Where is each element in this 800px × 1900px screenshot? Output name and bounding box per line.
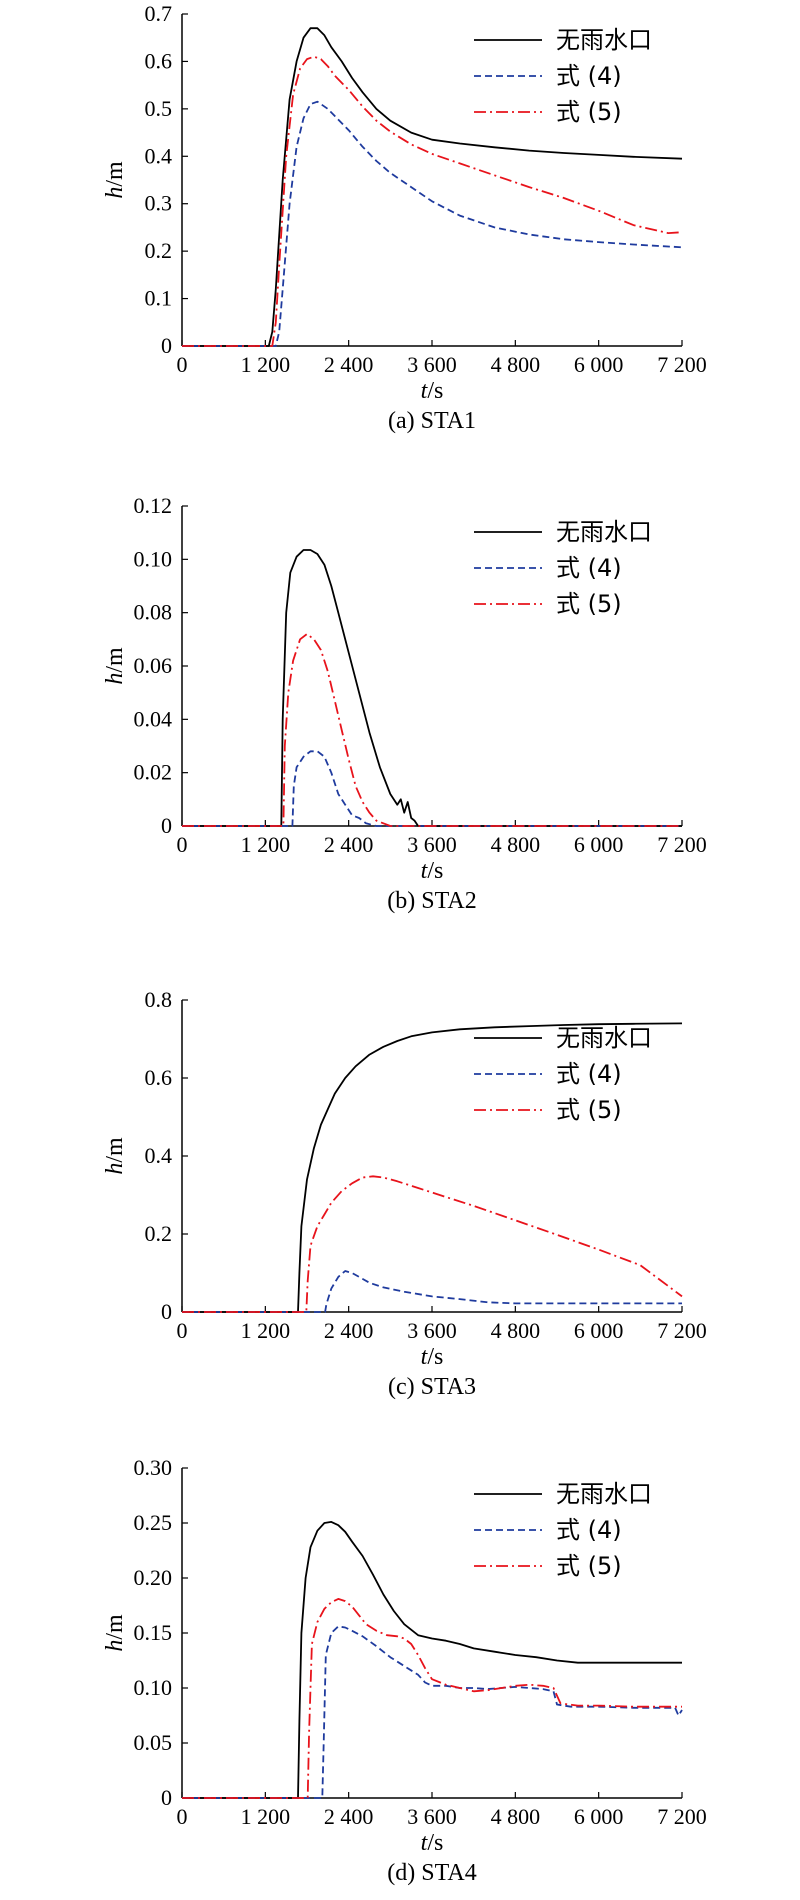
panel-1-legend-label-2: 式 (4) — [556, 62, 622, 90]
panel-1-y-tick-label: 0.2 — [145, 238, 173, 263]
panel-3-caption: (c) STA3 — [388, 1374, 476, 1400]
panel-1-y-tick-label: 0.6 — [145, 48, 173, 73]
panel-2-y-tick-label: 0.04 — [134, 706, 173, 731]
panel-3-x-tick-label: 6 000 — [574, 1318, 624, 1343]
panel-4-legend-label-2: 式 (4) — [556, 1516, 622, 1544]
panel-2-x-axis-label: t/s — [421, 858, 444, 884]
panel-3-x-tick-label: 2 400 — [324, 1318, 374, 1343]
panel-2-y-axis-label: h/m — [102, 647, 128, 685]
panel-3-y-tick-label: 0 — [161, 1299, 172, 1324]
panel-4-series-line-1 — [182, 1521, 682, 1799]
panel-1-legend-label-1: 无雨水口 — [556, 26, 652, 54]
panel-4-x-tick-label: 7 200 — [657, 1804, 707, 1829]
panel-1-series-line-3 — [182, 55, 683, 347]
panel-2-y-tick-label: 0.12 — [134, 493, 173, 518]
panel-3-x-tick-label: 3 600 — [407, 1318, 457, 1343]
panel-2-y-tick-label: 0.06 — [134, 653, 173, 678]
panel-1-y-tick-label: 0.1 — [145, 286, 173, 311]
panel-1-x-tick-label: 1 200 — [241, 352, 291, 377]
panel-3-legend-label-2: 式 (4) — [556, 1060, 622, 1088]
panel-2-y-tick-label: 0.08 — [134, 600, 173, 625]
panel-1-x-tick-label: 6 000 — [574, 352, 624, 377]
panel-4-y-axis-label: h/m — [102, 1614, 128, 1652]
panel-3-y-tick-label: 0.2 — [145, 1221, 173, 1246]
panel-2-x-tick-label: 1 200 — [241, 832, 291, 857]
panel-1-y-tick-label: 0.5 — [145, 96, 173, 121]
panel-3-series-line-1 — [182, 1022, 683, 1313]
panel-4-x-tick-label: 2 400 — [324, 1804, 374, 1829]
panel-1-x-tick-label: 0 — [177, 352, 188, 377]
panel-2-x-tick-label: 6 000 — [574, 832, 624, 857]
panel-3-y-axis-label: h/m — [102, 1137, 128, 1175]
panel-4-legend-label-1: 无雨水口 — [556, 1480, 652, 1508]
panel-3-x-tick-label: 4 800 — [491, 1318, 541, 1343]
panel-2-series-line-2 — [182, 750, 682, 827]
panel-4-series-line-2 — [182, 1625, 683, 1799]
panel-1-y-tick-label: 0 — [161, 333, 172, 358]
panel-1-caption: (a) STA1 — [388, 408, 476, 434]
panel-3-legend-label-1: 无雨水口 — [556, 1024, 652, 1052]
panel-2-x-tick-label: 4 800 — [491, 832, 541, 857]
panel-2-series-line-1 — [182, 549, 682, 827]
panel-4-y-tick-label: 0.15 — [134, 1620, 173, 1645]
panel-2-x-tick-label: 3 600 — [407, 832, 457, 857]
panel-4-y-tick-label: 0.25 — [134, 1510, 173, 1535]
panel-4-x-tick-label: 1 200 — [241, 1804, 291, 1829]
panel-3-x-tick-label: 1 200 — [241, 1318, 291, 1343]
panel-1-y-tick-label: 0.3 — [145, 191, 173, 216]
panel-2-x-tick-label: 2 400 — [324, 832, 374, 857]
panel-4-y-tick-label: 0.05 — [134, 1730, 173, 1755]
panel-2-y-tick-label: 0.10 — [134, 546, 173, 571]
panel-1-y-axis-label: h/m — [102, 161, 128, 199]
panel-4-series-line-3 — [182, 1598, 682, 1799]
panel-4-caption: (d) STA4 — [387, 1860, 476, 1886]
panel-4-x-axis-label: t/s — [421, 1830, 444, 1856]
panel-2-legend-label-2: 式 (4) — [556, 554, 622, 582]
panel-1-x-tick-label: 2 400 — [324, 352, 374, 377]
panel-3-x-tick-label: 7 200 — [657, 1318, 707, 1343]
panel-1-series-line-2 — [182, 100, 683, 347]
panel-2-legend-label-1: 无雨水口 — [556, 518, 652, 546]
panel-3-y-tick-label: 0.8 — [145, 987, 173, 1012]
panel-2-caption: (b) STA2 — [387, 888, 476, 914]
panel-4-x-tick-label: 0 — [177, 1804, 188, 1829]
panel-3-legend-label-3: 式 (5) — [556, 1096, 622, 1124]
panel-3-series-line-2 — [182, 1270, 682, 1313]
panel-2-x-tick-label: 7 200 — [657, 832, 707, 857]
panel-1-x-tick-label: 3 600 — [407, 352, 457, 377]
panel-2-y-tick-label: 0.02 — [134, 760, 173, 785]
panel-1-x-tick-label: 7 200 — [657, 352, 707, 377]
panel-4-x-tick-label: 4 800 — [491, 1804, 541, 1829]
panel-2-y-tick-label: 0 — [161, 813, 172, 838]
panel-3-x-tick-label: 0 — [177, 1318, 188, 1343]
panel-2-series-line-3 — [182, 633, 682, 827]
panel-3-x-axis-label: t/s — [421, 1344, 444, 1370]
panel-4-x-tick-label: 3 600 — [407, 1804, 457, 1829]
panel-1-x-axis-label: t/s — [421, 378, 444, 404]
panel-2-legend-label-3: 式 (5) — [556, 590, 622, 618]
panel-2-x-tick-label: 0 — [177, 832, 188, 857]
panel-4-y-tick-label: 0.30 — [134, 1455, 173, 1480]
panel-1-legend-label-3: 式 (5) — [556, 98, 622, 126]
panel-1-x-tick-label: 4 800 — [491, 352, 541, 377]
panel-1-y-tick-label: 0.7 — [145, 1, 173, 26]
panel-3-y-tick-label: 0.6 — [145, 1065, 173, 1090]
panel-4-legend-label-3: 式 (5) — [556, 1552, 622, 1580]
panel-3-series-line-3 — [182, 1175, 683, 1313]
panel-4-y-tick-label: 0.20 — [134, 1565, 173, 1590]
panel-1-y-tick-label: 0.4 — [145, 143, 173, 168]
panel-3-y-tick-label: 0.4 — [145, 1143, 173, 1168]
panel-4-y-tick-label: 0.10 — [134, 1675, 173, 1700]
panel-4-y-tick-label: 0 — [161, 1785, 172, 1810]
panel-4-x-tick-label: 6 000 — [574, 1804, 624, 1829]
panel-1-series-line-1 — [182, 27, 683, 347]
